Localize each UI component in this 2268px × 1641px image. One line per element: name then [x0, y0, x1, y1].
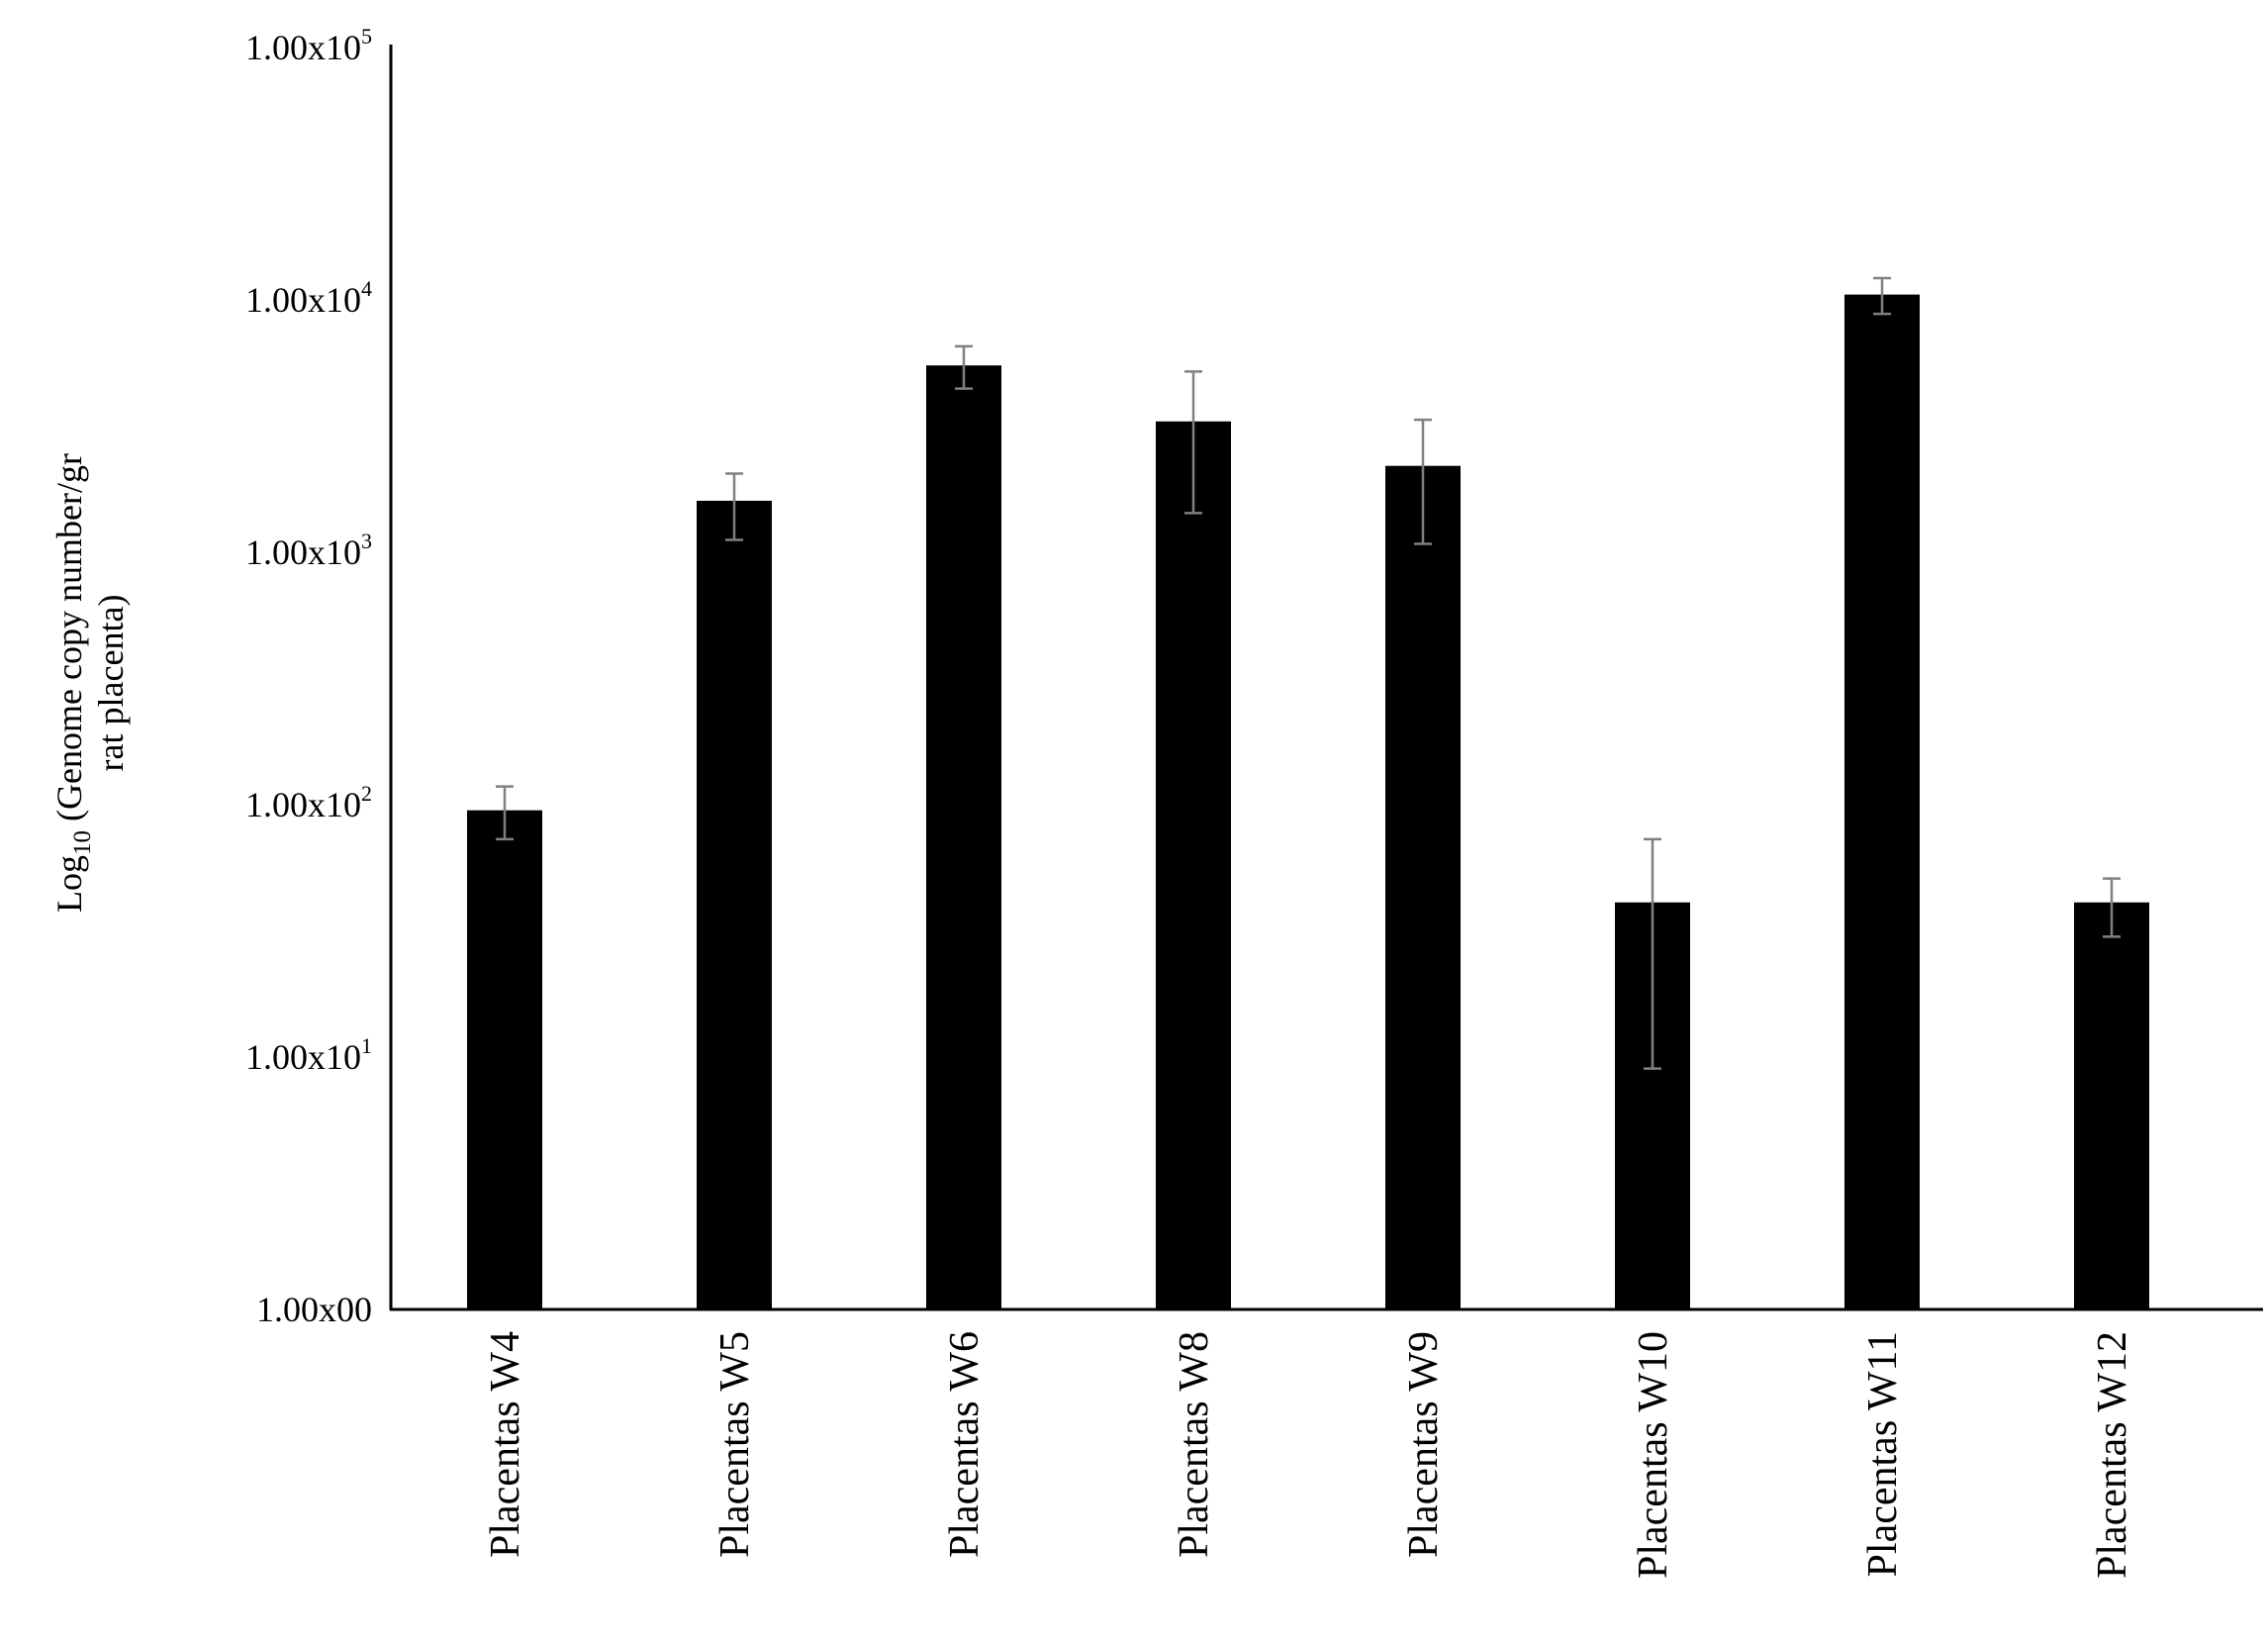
- x-tick-label-6: Placentas W11: [1860, 1331, 1906, 1577]
- x-axis-labels: Placentas W4 Placentas W5 Placentas W6 Plac…: [483, 1331, 2135, 1579]
- error-bar-5: [1644, 837, 1661, 1070]
- bar-7: [2074, 902, 2149, 1309]
- y-tick-label-1: 1.00x101: [245, 1033, 372, 1077]
- x-tick-label-4: Placentas W9: [1401, 1331, 1447, 1558]
- y-tick-label-4: 1.00x104: [245, 276, 372, 320]
- x-tick-label-3: Placentas W8: [1172, 1331, 1217, 1558]
- error-bar-2: [955, 344, 973, 390]
- x-tick-label-5: Placentas W10: [1631, 1331, 1676, 1579]
- bar-4: [1385, 465, 1461, 1309]
- y-axis-label: Log10 (Genome copy number/gr rat placenta…: [49, 453, 131, 913]
- x-tick-label-0: Placentas W4: [483, 1331, 528, 1558]
- y-tick-label-2: 1.00x102: [245, 781, 372, 824]
- bar-6: [1844, 294, 1920, 1310]
- bar-2: [926, 365, 1001, 1309]
- y-axis-title-line1: Log10 (Genome copy number/gr: [49, 453, 96, 913]
- error-bar-7: [2103, 877, 2121, 938]
- y-tick-label-5: 1.00x105: [245, 24, 372, 67]
- error-bar-6: [1873, 276, 1891, 316]
- error-bar-0: [496, 785, 514, 841]
- error-bar-1: [725, 472, 743, 541]
- x-tick-label-1: Placentas W5: [712, 1331, 758, 1558]
- axes: [389, 45, 2263, 1311]
- bar-3: [1156, 421, 1231, 1309]
- x-tick-label-2: Placentas W6: [942, 1331, 988, 1558]
- y-tick-label-3: 1.00x103: [245, 529, 372, 572]
- bar-1: [697, 500, 772, 1309]
- bars: [467, 294, 2149, 1310]
- error-bars: [496, 276, 2121, 1070]
- y-axis-title-line2: rat placenta): [91, 595, 131, 772]
- x-tick-label-7: Placentas W12: [2090, 1331, 2135, 1579]
- y-tick-label-0: 1.00x00: [256, 1290, 372, 1329]
- error-bar-4: [1414, 418, 1432, 545]
- error-bar-3: [1184, 370, 1202, 515]
- y-axis-ticks: 1.00x00 1.00x101 1.00x102 1.00x103 1.00x104 1…: [245, 24, 372, 1329]
- bar-0: [467, 810, 542, 1309]
